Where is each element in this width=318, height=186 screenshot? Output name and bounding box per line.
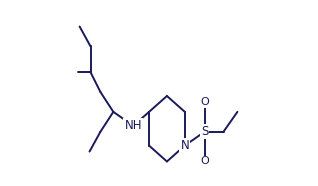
- Text: O: O: [200, 156, 209, 166]
- Text: N: N: [180, 139, 189, 152]
- Text: O: O: [200, 97, 209, 107]
- Text: NH: NH: [124, 119, 142, 132]
- Text: S: S: [201, 125, 208, 138]
